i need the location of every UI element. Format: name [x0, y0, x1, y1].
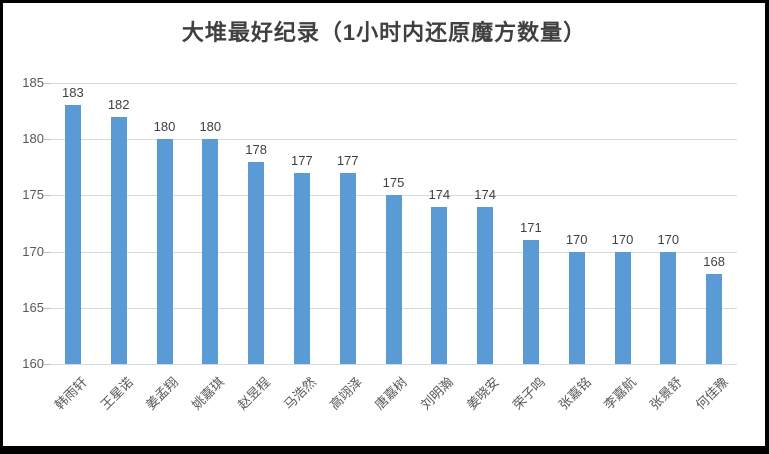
x-axis-category-label: 刘明瀚: [418, 374, 457, 413]
y-axis-tick: [44, 307, 50, 309]
y-gridline: [50, 139, 737, 141]
data-label: 174: [474, 186, 496, 202]
chart-title: 大堆最好纪录（1小时内还原魔方数量）: [181, 20, 587, 45]
data-label: 175: [382, 175, 405, 191]
bar-姜孟翔: [156, 139, 173, 364]
x-axis-category-label: 高翊泽: [326, 374, 365, 413]
bar-姚嘉琪: [202, 139, 219, 364]
data-label: 182: [107, 96, 130, 112]
x-axis-category-label: 赵昱程: [234, 374, 274, 413]
data-label: 170: [565, 231, 588, 247]
bar-张嘉铭: [568, 251, 585, 364]
bar-唐嘉树: [385, 195, 402, 364]
x-axis-category-label: 何佳豫: [692, 374, 732, 413]
bar-韩雨轩: [64, 105, 81, 364]
y-axis-tick-label: 170: [22, 243, 44, 259]
bar-马浩然: [293, 172, 310, 364]
y-axis-tick-label: 180: [22, 131, 44, 147]
bar-高翊泽: [339, 172, 356, 364]
data-label: 180: [199, 119, 222, 135]
y-axis-tick-label: 160: [22, 356, 44, 371]
data-label: 168: [703, 254, 725, 270]
y-axis-tick: [44, 139, 50, 141]
data-label: 183: [62, 85, 84, 101]
data-label: 170: [657, 231, 680, 247]
data-label: 177: [336, 152, 359, 168]
data-label: 171: [520, 220, 542, 236]
bar-姜晓安: [477, 206, 494, 364]
x-axis-category-label: 王星诺: [97, 374, 136, 413]
bar-赵昱程: [248, 161, 265, 364]
y-axis-tick-label: 165: [22, 299, 44, 315]
y-axis-tick-label: 185: [22, 75, 44, 90]
x-axis-category-label: 姚嘉琪: [189, 374, 228, 413]
data-label: 174: [428, 186, 451, 202]
y-gridline: [50, 83, 737, 84]
x-axis-category-label: 唐嘉树: [372, 374, 411, 413]
bar-李嘉航: [614, 251, 631, 364]
bar-刘明瀚: [431, 206, 448, 364]
bar-王星诺: [110, 116, 127, 364]
x-axis-category-label: 李嘉航: [601, 374, 640, 413]
data-label: 177: [291, 152, 313, 168]
y-gridline: [50, 364, 737, 365]
chart-canvas: 大堆最好纪录（1小时内还原魔方数量） 160 165 170 175 180 185 183…: [3, 3, 765, 446]
x-axis-category-label: 荣子鸣: [509, 374, 548, 413]
x-axis-category-label: 姜晓安: [463, 374, 503, 413]
y-axis-tick: [44, 83, 50, 84]
y-axis-tick-label: 175: [22, 187, 44, 203]
data-label: 170: [611, 231, 634, 247]
x-axis-category-label: 韩雨轩: [51, 374, 90, 413]
plot-area: 160 165 170 175 180 185 183 韩雨轩 182 王星诺 180 姜孟翔 180 姚…: [3, 3, 765, 446]
bar-张景舒: [660, 251, 677, 364]
y-axis-tick: [44, 364, 50, 365]
y-axis-tick: [44, 195, 50, 197]
x-axis-category-label: 张嘉铭: [555, 374, 594, 413]
x-axis-category-label: 马浩然: [280, 374, 319, 413]
data-label: 178: [245, 141, 267, 157]
x-axis-category-label: 张景舒: [647, 374, 686, 413]
bar-何佳豫: [706, 274, 723, 364]
bar-荣子鸣: [522, 240, 539, 364]
y-axis-tick: [44, 251, 50, 253]
x-axis-category-label: 姜孟翔: [143, 374, 182, 413]
data-label: 180: [153, 119, 176, 135]
